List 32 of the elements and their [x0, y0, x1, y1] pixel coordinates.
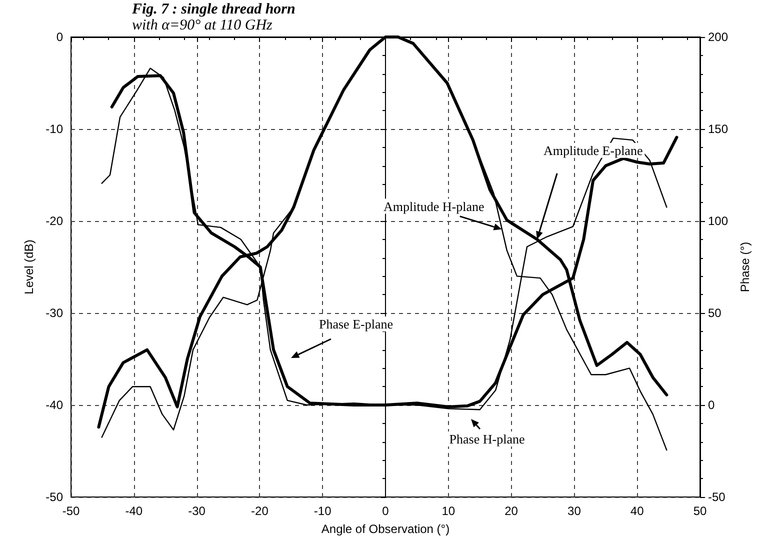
- annotation: Phase H-plane: [449, 432, 525, 446]
- annotation: Amplitude E-plane: [543, 142, 643, 158]
- y-axis-title: Level (dB): [22, 240, 36, 294]
- x-tick-label: 30: [568, 504, 582, 518]
- x-tick-label: -20: [251, 504, 269, 518]
- annotation: Phase E-plane: [318, 316, 394, 332]
- y2-tick-label: 100: [708, 214, 728, 228]
- y2-tick-label: 200: [708, 30, 728, 44]
- x-tick-label: -40: [125, 504, 143, 518]
- y-tick-label: -30: [46, 306, 64, 320]
- y-tick-label: -40: [46, 398, 64, 412]
- x-tick-label: 0: [382, 504, 390, 518]
- y2-tick-label: 150: [708, 122, 728, 136]
- x-tick-label: -10: [314, 504, 332, 518]
- y-tick-label: 0: [56, 30, 64, 44]
- y2-axis-title: Phase (°): [738, 242, 752, 292]
- chart-title: Fig. 7 : single thread horn: [131, 2, 296, 18]
- y2-tick-label: 50: [708, 306, 722, 320]
- y2-tick-label: 0: [708, 398, 715, 412]
- x-tick-label: 50: [693, 504, 707, 518]
- annotation: Amplitude H-plane: [384, 198, 484, 214]
- chart-subtitle: with α=90° at 110 GHz: [132, 18, 273, 34]
- x-tick-label: 10: [442, 504, 456, 518]
- x-tick-label: 20: [504, 504, 518, 518]
- x-tick-label: -50: [62, 504, 80, 518]
- y2-tick-label: -50: [708, 490, 726, 504]
- y-tick-label: -50: [46, 490, 64, 504]
- y-tick-label: -10: [46, 122, 64, 136]
- x-tick-label: 40: [630, 504, 644, 518]
- x-axis-title: Angle of Observation (°): [321, 522, 450, 536]
- y-tick-label: -20: [46, 214, 64, 228]
- x-tick-label: -30: [188, 504, 206, 518]
